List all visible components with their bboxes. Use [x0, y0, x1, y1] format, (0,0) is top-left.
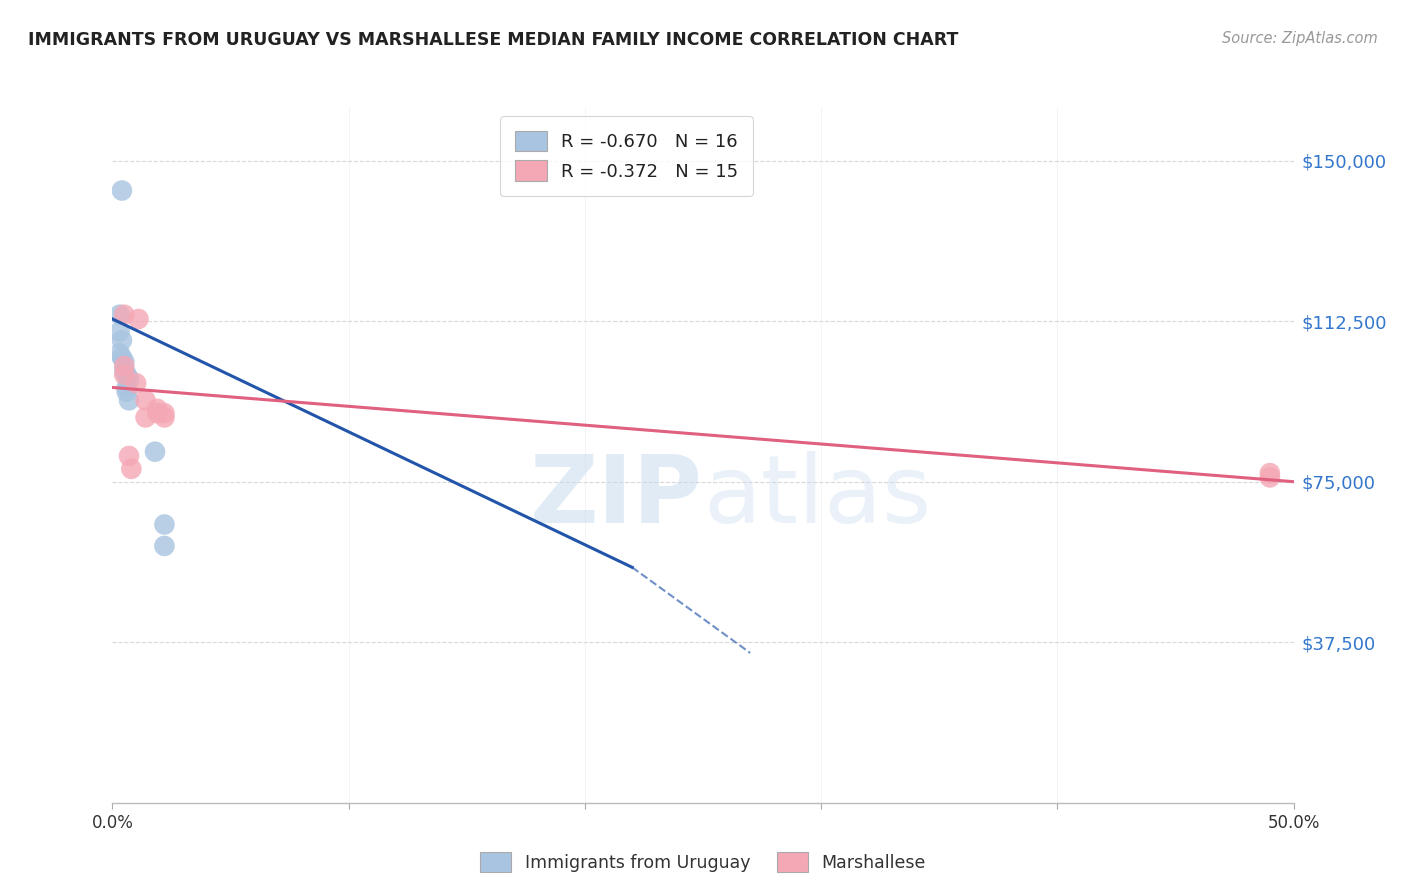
Point	[1258, 466, 1281, 480]
Point	[125, 376, 148, 391]
Point	[127, 312, 149, 326]
Point	[108, 346, 131, 360]
Point	[135, 393, 157, 408]
Point	[1258, 470, 1281, 484]
Text: Source: ZipAtlas.com: Source: ZipAtlas.com	[1222, 31, 1378, 46]
Point	[108, 325, 131, 339]
Point	[153, 517, 176, 532]
Point	[118, 449, 141, 463]
Point	[111, 184, 134, 198]
Point	[112, 368, 135, 382]
Point	[112, 308, 135, 322]
Point	[153, 539, 176, 553]
Point	[112, 359, 135, 373]
Point	[118, 372, 141, 386]
Point	[120, 462, 142, 476]
Point	[115, 368, 138, 382]
Legend: Immigrants from Uruguay, Marshallese: Immigrants from Uruguay, Marshallese	[472, 845, 934, 879]
Legend: R = -0.670   N = 16, R = -0.372   N = 15: R = -0.670 N = 16, R = -0.372 N = 15	[501, 116, 754, 195]
Point	[108, 308, 131, 322]
Point	[111, 334, 134, 348]
Point	[115, 380, 138, 394]
Text: IMMIGRANTS FROM URUGUAY VS MARSHALLESE MEDIAN FAMILY INCOME CORRELATION CHART: IMMIGRANTS FROM URUGUAY VS MARSHALLESE M…	[28, 31, 959, 49]
Text: atlas: atlas	[703, 450, 931, 542]
Point	[118, 393, 141, 408]
Point	[112, 355, 135, 369]
Point	[146, 401, 169, 416]
Point	[111, 351, 134, 365]
Point	[112, 363, 135, 377]
Point	[143, 444, 166, 458]
Point	[115, 384, 138, 399]
Point	[153, 406, 176, 420]
Point	[153, 410, 176, 425]
Point	[146, 406, 169, 420]
Point	[135, 410, 157, 425]
Text: ZIP: ZIP	[530, 450, 703, 542]
